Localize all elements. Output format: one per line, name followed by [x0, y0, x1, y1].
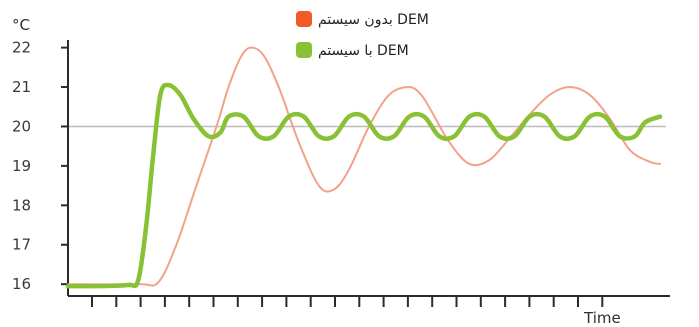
legend-swatch	[296, 11, 312, 27]
series-layer	[65, 46, 663, 289]
y-tick-label: 18	[12, 196, 31, 214]
legend-label: بدون سيستم DEM	[318, 12, 429, 28]
legend-label: با سيستم DEM	[318, 43, 409, 59]
y-tick-label: 22	[12, 39, 31, 57]
x-ticks	[91, 296, 604, 307]
series-line-without-dem	[67, 46, 661, 287]
y-ticks: 16 17 18 19 20 21 22	[12, 39, 68, 293]
axes-layer	[67, 40, 670, 297]
legend-swatch	[296, 42, 312, 58]
y-tick-label: 21	[12, 78, 31, 96]
y-tick-label: 20	[12, 117, 31, 135]
x-axis-label: Time	[583, 309, 621, 327]
y-tick-label: 17	[12, 236, 31, 254]
y-tick-label: 16	[12, 275, 31, 293]
series-line-with-dem	[65, 82, 663, 289]
y-tick-label: 19	[12, 157, 31, 175]
y-axis-label: °C	[12, 16, 30, 34]
legend: بدون سيستم DEM با سيستم DEM	[296, 11, 429, 59]
